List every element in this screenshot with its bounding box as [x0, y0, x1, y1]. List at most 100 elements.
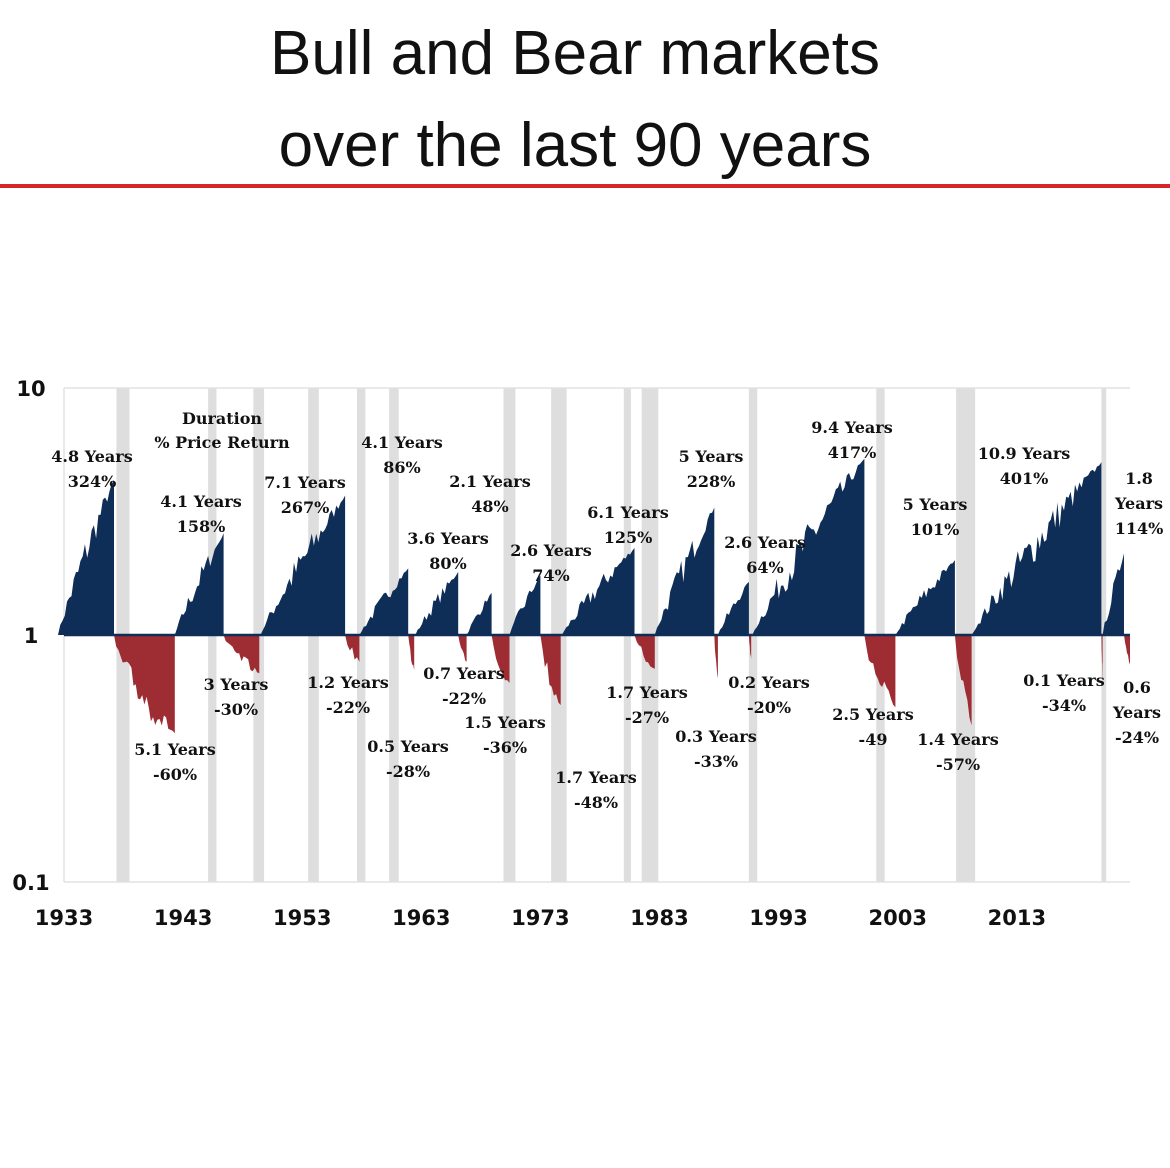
bear-market-area [1124, 635, 1130, 665]
bull-market-label: 101% [911, 520, 960, 539]
bear-market-area [1101, 635, 1103, 680]
bull-market-area [466, 592, 492, 635]
x-tick-label: 1983 [630, 906, 688, 930]
bear-market-label: -20% [747, 698, 791, 717]
bear-market-area [864, 635, 896, 708]
bear-market-label: 0.1 Years [1023, 671, 1104, 690]
x-tick-label: 1943 [154, 906, 212, 930]
bear-market-area [954, 635, 972, 726]
bear-market-label: 0.3 Years [675, 727, 756, 746]
bull-market-area [58, 480, 114, 635]
bear-market-label: 1.7 Years [555, 768, 636, 787]
y-tick-label: 1 [24, 624, 39, 648]
bear-market-label: -57% [936, 755, 980, 774]
x-tick-label: 1933 [35, 906, 93, 930]
title-divider [0, 184, 1170, 188]
bear-market-label: 1.7 Years [606, 683, 687, 702]
bull-market-label: 2.6 Years [510, 541, 591, 560]
bull-market-label: Years [1114, 494, 1163, 513]
bear-market-area [458, 635, 467, 662]
bull-market-area [895, 560, 955, 635]
bear-market-area [540, 635, 561, 706]
chart-title: Bull and Bear markets over the last 90 y… [0, 8, 1150, 192]
market-annotations: Duration % Price Return 4.8 Years 324% 4.1… [51, 409, 1163, 812]
bull-market-label: 401% [1000, 469, 1049, 488]
bear-market-area [748, 635, 752, 659]
bull-market-label: 267% [281, 498, 330, 517]
bull-market-area [415, 571, 459, 635]
bull-market-label: 64% [746, 558, 783, 577]
bull-market-label: 86% [383, 458, 420, 477]
bull-market-label: 80% [429, 554, 466, 573]
y-tick-labels: 10 1 0.1 [12, 377, 49, 895]
bull-market-label: 114% [1115, 519, 1164, 538]
bear-market-area [634, 635, 655, 669]
bull-market-label: 2.6 Years [724, 533, 805, 552]
bull-market-label: 158% [177, 517, 226, 536]
bear-market-label: -27% [625, 708, 669, 727]
y-tick-label: 10 [16, 377, 45, 401]
bull-market-label: 2.1 Years [449, 472, 530, 491]
bull-market-area [1102, 553, 1124, 635]
bull-market-label: 228% [687, 472, 736, 491]
bear-market-label: -22% [442, 689, 486, 708]
bear-market-area [408, 635, 415, 671]
bear-market-label: -30% [214, 700, 258, 719]
bear-market-label: -33% [694, 752, 738, 771]
bull-market-area [654, 507, 715, 635]
bear-market-label: -60% [153, 765, 197, 784]
bear-market-label: 3 Years [204, 675, 269, 694]
bear-market-label: -49 [859, 730, 888, 749]
bear-market-label: 0.6 [1123, 678, 1151, 697]
bull-market-label: 4.1 Years [361, 433, 442, 452]
bear-market-label: -22% [326, 698, 370, 717]
bear-market-area [345, 635, 360, 662]
y-tick-label: 0.1 [12, 871, 49, 895]
bull-market-label: 125% [604, 528, 653, 547]
bear-market-label: -28% [386, 762, 430, 781]
bull-market-label: 3.6 Years [407, 529, 488, 548]
bear-market-label: -36% [483, 738, 527, 757]
bear-market-label: 2.5 Years [832, 705, 913, 724]
bull-market-label: 324% [68, 472, 117, 491]
bear-market-label: 0.5 Years [367, 737, 448, 756]
legend-note-line-1: Duration [182, 409, 262, 428]
bear-market-area [491, 635, 510, 683]
x-tick-label: 2003 [869, 906, 927, 930]
market-areas [58, 458, 1130, 734]
bull-market-area [752, 458, 865, 635]
bull-market-area [971, 462, 1102, 635]
bear-market-label: -34% [1042, 696, 1086, 715]
chart-title-line-2: over the last 90 years [278, 111, 872, 180]
x-tick-label: 1973 [511, 906, 569, 930]
x-tick-label: 1963 [392, 906, 450, 930]
x-tick-label: 1953 [273, 906, 331, 930]
bull-market-area [561, 548, 635, 635]
bear-market-label: 5.1 Years [134, 740, 215, 759]
x-tick-label: 1993 [749, 906, 807, 930]
bear-market-label: 0.7 Years [423, 664, 504, 683]
bear-market-area [223, 635, 260, 674]
bull-market-label: 48% [471, 497, 508, 516]
bull-market-label: 7.1 Years [264, 473, 345, 492]
x-tick-labels: 1933 1943 1953 1963 1973 1983 1993 2003 2013 [35, 906, 1046, 930]
bull-market-label: 417% [828, 443, 877, 462]
bear-market-label: 1.4 Years [917, 730, 998, 749]
bull-market-label: 4.1 Years [160, 492, 241, 511]
chart-title-line-1: Bull and Bear markets [270, 19, 880, 88]
bear-market-label: 0.2 Years [728, 673, 809, 692]
bull-market-label: 6.1 Years [587, 503, 668, 522]
bull-market-label: 74% [532, 566, 569, 585]
bull-market-label: 4.8 Years [51, 447, 132, 466]
bull-market-label: 5 Years [903, 495, 968, 514]
bull-market-area [717, 581, 749, 635]
bull-market-area [260, 495, 346, 635]
bull-market-label: 1.8 [1125, 469, 1153, 488]
bear-market-area [714, 635, 718, 678]
bear-market-area [114, 635, 175, 734]
bull-market-area [359, 568, 409, 635]
bull-market-label: 9.4 Years [811, 418, 892, 437]
bear-market-label: -24% [1115, 728, 1159, 747]
bull-market-label: 10.9 Years [978, 444, 1071, 463]
